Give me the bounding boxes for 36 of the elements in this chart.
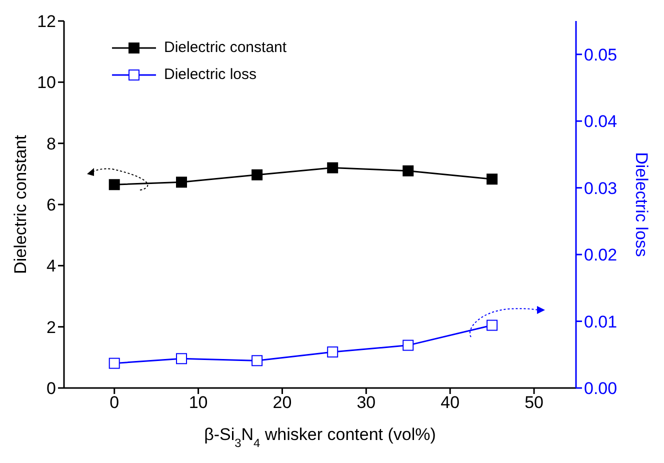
x-tick-label: 0 xyxy=(110,393,120,412)
point xyxy=(252,355,263,366)
point xyxy=(327,162,338,174)
y-tick-label: 8 xyxy=(46,134,56,154)
y2-tick-label: 0.01 xyxy=(584,312,618,332)
legend-label: Dielectric loss xyxy=(164,66,257,83)
y-tick-label: 4 xyxy=(46,256,56,276)
y-tick-label: 2 xyxy=(46,318,56,337)
y-tick-label: 6 xyxy=(46,196,56,215)
point xyxy=(402,165,414,176)
y-tick-label: 10 xyxy=(37,73,56,92)
point xyxy=(176,176,188,188)
y-tick-label: 0 xyxy=(46,379,56,398)
point xyxy=(108,179,120,190)
x-tick-label: 50 xyxy=(524,393,544,412)
point xyxy=(176,353,188,364)
y2-tick-label: 0.03 xyxy=(584,178,618,198)
y2-tick-label: 0.00 xyxy=(584,379,618,398)
point xyxy=(486,174,498,185)
point xyxy=(108,358,120,369)
x-tick-label: 40 xyxy=(440,393,460,412)
y2-axis-title: Dielectric loss xyxy=(632,152,651,257)
y2-tick-label: 0.05 xyxy=(584,45,618,64)
x-tick-label: 10 xyxy=(188,393,208,412)
x-axis-title: β-Si$_{3}$N$_{4}$ whisker content (vol%) xyxy=(204,425,436,450)
y2-tick-label: 0.04 xyxy=(584,112,618,132)
x-tick-label: 20 xyxy=(272,393,292,412)
legend-label: Dielectric constant xyxy=(164,39,287,56)
y2-tick-label: 0.02 xyxy=(584,246,618,265)
point xyxy=(327,346,338,358)
point xyxy=(402,340,414,351)
y-tick-label: 12 xyxy=(37,12,56,32)
x-tick-label: 30 xyxy=(356,393,376,412)
point xyxy=(486,320,498,331)
point xyxy=(252,169,263,180)
y-axis-title: Dielectric constant xyxy=(11,134,30,274)
